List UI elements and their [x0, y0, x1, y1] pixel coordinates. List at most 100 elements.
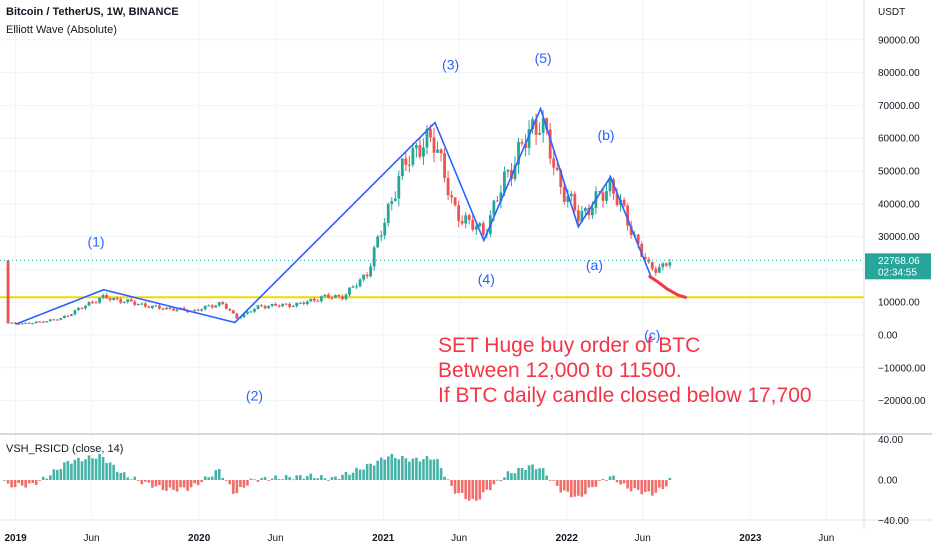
histogram-bar — [260, 478, 263, 480]
candle-body — [316, 300, 320, 302]
candle-body — [650, 261, 654, 269]
histogram-bar — [636, 480, 640, 490]
histogram-bar — [101, 456, 105, 480]
candle-body — [344, 294, 348, 300]
price-axis-unit: USDT — [878, 7, 905, 18]
histogram-bar — [17, 480, 20, 484]
histogram-bar — [13, 480, 17, 488]
candle-body — [478, 223, 482, 227]
histogram-bar — [372, 465, 376, 480]
symbol-title[interactable]: Bitcoin / TetherUS, 1W, BINANCE — [6, 6, 179, 18]
candle-body — [471, 219, 475, 230]
candle-body — [481, 223, 485, 236]
candle-body — [591, 207, 594, 216]
candle-body — [224, 303, 228, 309]
histogram-bar — [538, 468, 541, 480]
candle-body — [52, 319, 56, 321]
candle-body — [351, 286, 355, 288]
candle-body — [643, 256, 647, 260]
histogram-bar — [577, 480, 580, 496]
histogram-bar — [193, 480, 196, 484]
price-tick-label: −20000.00 — [878, 396, 926, 407]
note-line-2: Between 12,000 to 11500. — [438, 359, 682, 382]
histogram-bar — [555, 480, 559, 486]
histogram-bar — [56, 469, 59, 480]
candle-body — [566, 196, 570, 202]
grid-lines — [0, 0, 864, 520]
histogram-bar — [467, 480, 471, 501]
histogram-bar — [41, 476, 45, 480]
histogram-bar — [436, 459, 439, 480]
histogram-bar — [650, 480, 654, 496]
wave-labels: (1) (2) (3) (4) (5) (b) (a) (c) — [87, 50, 660, 404]
candle-body — [538, 132, 542, 135]
candle-body — [242, 313, 246, 318]
candle-body — [450, 195, 454, 198]
candle-body — [62, 315, 66, 319]
histogram-bar — [267, 480, 270, 481]
wave-label: (5) — [535, 50, 552, 66]
candle-body — [348, 287, 351, 295]
candle-body — [668, 262, 672, 266]
candle-body — [203, 305, 207, 310]
candle-body — [281, 303, 285, 307]
candle-body — [555, 167, 559, 170]
histogram-bar — [605, 480, 608, 481]
histogram-bar — [439, 467, 443, 480]
indicator-tick-label: 0.00 — [878, 476, 898, 487]
histogram-bar — [629, 480, 633, 492]
note-line-3: If BTC daily candle closed below 17,700 — [438, 384, 812, 407]
histogram-bar — [622, 480, 626, 484]
candle-body — [379, 235, 383, 237]
histogram-bar — [186, 480, 189, 491]
histogram-bar — [94, 458, 98, 480]
histogram-bar — [429, 459, 432, 480]
histogram-bar — [626, 480, 629, 489]
time-tick-label: 2022 — [556, 533, 579, 544]
histogram-bar — [358, 469, 362, 480]
histogram-bar — [327, 480, 330, 481]
candle-body — [453, 197, 457, 206]
histogram-bar — [425, 456, 429, 480]
histogram-bar — [221, 477, 225, 480]
candle-body — [108, 298, 112, 301]
candle-body — [657, 267, 661, 273]
histogram-bar — [369, 463, 372, 480]
histogram-bar — [80, 461, 84, 480]
indicator-title[interactable]: Elliott Wave (Absolute) — [6, 24, 117, 36]
histogram-bar — [587, 480, 591, 488]
candle-body — [154, 305, 158, 307]
candle-body — [119, 299, 123, 303]
histogram-bar — [393, 457, 397, 480]
histogram-bar — [601, 479, 605, 480]
histogram-bar — [503, 477, 506, 480]
time-tick-label: Jun — [268, 533, 284, 544]
histogram-bar — [182, 480, 186, 488]
histogram-bar — [217, 469, 221, 480]
histogram-bar — [172, 480, 175, 490]
histogram-bar — [196, 480, 200, 486]
candle-body — [415, 145, 418, 149]
candle-body — [605, 191, 608, 201]
histogram-bar — [633, 480, 636, 489]
histogram-bar — [189, 480, 193, 488]
rsicd-label[interactable]: VSH_RSICD (close, 14) — [6, 443, 124, 455]
candle-body — [404, 158, 408, 165]
price-tick-label: 10000.00 — [878, 298, 920, 309]
note-line-1: SET Huge buy order of BTC — [438, 334, 701, 357]
candle-body — [38, 321, 42, 323]
candle-body — [425, 128, 429, 148]
candle-body — [397, 176, 401, 199]
candle-body — [10, 322, 13, 324]
histogram-bar — [147, 480, 151, 483]
histogram-bar — [38, 480, 42, 481]
histogram-bar — [573, 480, 577, 497]
histogram-bar — [541, 468, 545, 480]
histogram-bar — [562, 480, 566, 491]
histogram-bar — [520, 467, 524, 480]
price-tick-label: 0.00 — [878, 331, 898, 342]
histogram-bar — [228, 480, 232, 485]
candle-body — [327, 294, 330, 298]
